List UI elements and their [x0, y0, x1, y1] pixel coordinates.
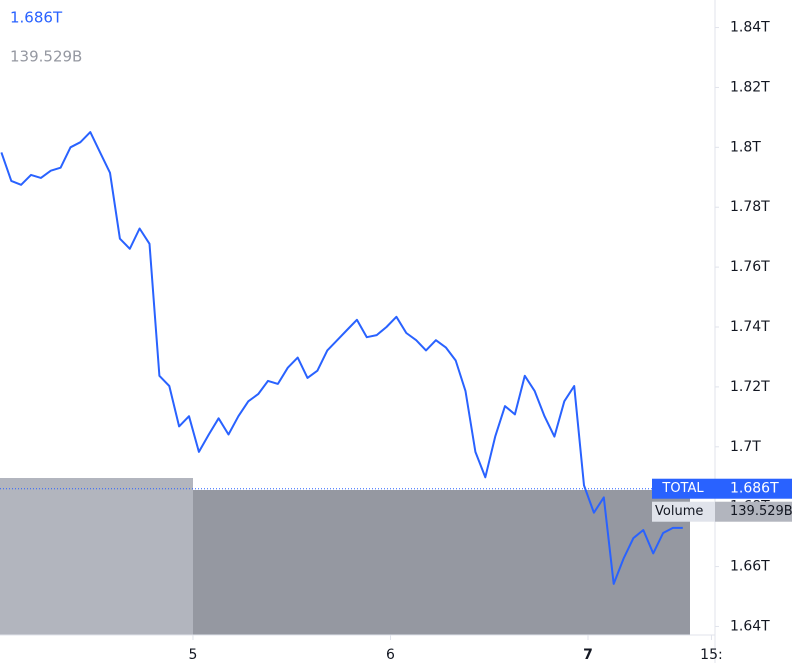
volume-tag-label: Volume	[655, 504, 703, 519]
x-tick-label: 5	[189, 647, 198, 663]
x-tick-label: 15:	[700, 647, 723, 663]
y-tick-label: 1.64T	[730, 618, 770, 634]
y-tick-label: 1.78T	[730, 199, 770, 215]
volume-value-tag	[715, 501, 792, 522]
y-tick-label: 1.72T	[730, 379, 770, 395]
series-tag-label: TOTAL	[661, 481, 704, 496]
price-line	[0, 131, 683, 585]
y-tick-label: 1.8T	[730, 139, 761, 155]
volume-area	[193, 490, 690, 635]
x-tick-label: 7	[583, 647, 593, 663]
y-tick-label: 1.7T	[730, 439, 761, 455]
y-tick-label: 1.76T	[730, 259, 770, 275]
volume-value-label: 139.529B	[730, 504, 792, 519]
legend-volume: 139.529B	[10, 48, 82, 66]
volume-tag	[652, 501, 715, 522]
y-tick-label: 1.84T	[730, 20, 770, 36]
price-tag	[715, 478, 792, 499]
series-tag	[652, 478, 715, 499]
y-tick-label: 1.82T	[730, 79, 770, 95]
volume-area	[0, 478, 193, 635]
price-tag-label: 1.686T	[730, 481, 779, 497]
y-tick-label: 1.74T	[730, 319, 770, 335]
y-tick-label: 1.66T	[730, 559, 770, 575]
legend-value: 1.686T	[10, 9, 63, 27]
x-tick-label: 6	[386, 647, 395, 663]
